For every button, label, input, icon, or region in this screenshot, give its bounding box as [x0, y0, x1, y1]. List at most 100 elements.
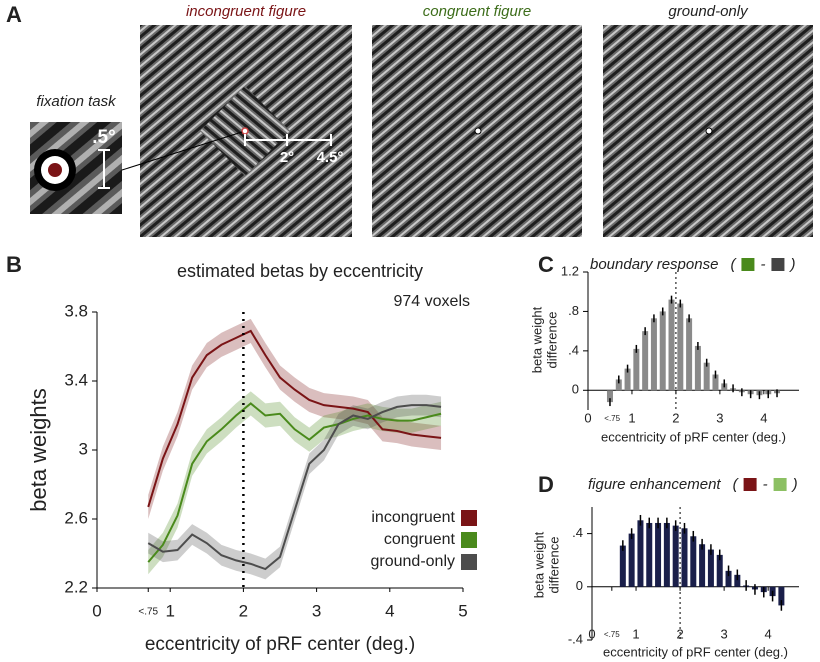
y-tick-label: .4 — [572, 525, 583, 540]
annotation: 974 voxels — [394, 293, 471, 310]
y-tick-label: 1.2 — [561, 263, 579, 278]
x-tick-label: 4 — [760, 410, 767, 425]
x-tick-label: 0 — [588, 626, 595, 641]
y-tick-label: .4 — [568, 342, 579, 357]
bar — [681, 528, 688, 587]
x-tick-label: 3 — [312, 601, 321, 620]
x-tick-label: <.75 — [604, 414, 620, 423]
bar — [655, 522, 662, 587]
legend-label: congruent — [384, 531, 456, 548]
bar — [646, 522, 653, 587]
x-axis-label: eccentricity of pRF center (deg.) — [601, 429, 786, 444]
y-tick-label: 0 — [572, 382, 579, 397]
y-axis-label: difference — [544, 312, 559, 369]
legend-swatch — [461, 554, 477, 570]
y-axis-label: beta weight — [531, 531, 546, 598]
bar — [703, 362, 710, 391]
formula-symbol: ) — [791, 476, 798, 493]
size-bracket — [98, 149, 110, 189]
panel-label: A — [6, 2, 22, 27]
panel-label: C — [538, 252, 554, 277]
bar — [668, 299, 675, 391]
bar — [624, 368, 631, 391]
fixation-dot — [241, 127, 249, 135]
bar — [690, 536, 697, 587]
bar — [642, 331, 649, 391]
formula-symbol: ( — [733, 476, 740, 493]
fixation-size: .5° — [92, 127, 115, 148]
line — [147, 402, 442, 563]
x-axis-label: eccentricity of pRF center (deg.) — [145, 634, 415, 655]
fixation-dot — [705, 127, 713, 135]
formula-symbol: ( — [730, 256, 737, 273]
x-tick-label: 1 — [628, 410, 635, 425]
formula-symbol: - — [763, 476, 768, 493]
x-tick-label: 1 — [632, 626, 639, 641]
x-tick-label: 2 — [672, 410, 679, 425]
formula-symbol: - — [760, 256, 765, 273]
panel-label: B — [6, 252, 22, 277]
bar — [659, 311, 666, 391]
fixation-center — [48, 163, 62, 177]
y-tick-label: 0 — [576, 578, 583, 593]
y-tick-label: 2.2 — [64, 577, 88, 596]
chart-title: estimated betas by eccentricity — [177, 261, 423, 281]
panel-label: D — [538, 472, 554, 497]
formula-swatch — [771, 258, 785, 271]
x-tick-label: <.75 — [138, 607, 158, 618]
fixation-dot — [474, 127, 482, 135]
bar — [694, 345, 701, 391]
y-tick-label: 3.8 — [64, 301, 88, 320]
y-axis-label: beta weight — [529, 306, 544, 373]
scale-label: 4.5° — [317, 149, 344, 166]
formula-swatch — [743, 478, 757, 491]
error-band — [148, 391, 442, 575]
bar — [663, 522, 670, 587]
scale-label: 2° — [280, 149, 294, 166]
fixation-label: fixation task — [36, 93, 117, 110]
bar — [628, 533, 635, 587]
scale-bar — [244, 134, 332, 146]
bar — [650, 318, 657, 391]
x-tick-label: <.75 — [604, 630, 620, 639]
x-tick-label: 4 — [385, 601, 394, 620]
line — [147, 329, 442, 508]
x-tick-label: 0 — [92, 601, 101, 620]
x-tick-label: 5 — [458, 601, 467, 620]
bar — [672, 525, 679, 587]
bar — [699, 544, 706, 587]
formula-swatch — [741, 258, 755, 271]
x-tick-label: 1 — [165, 601, 174, 620]
x-tick-label: 4 — [765, 626, 772, 641]
y-tick-label: -.4 — [568, 631, 583, 646]
bar — [637, 520, 644, 587]
bar — [707, 549, 714, 587]
bar — [606, 390, 613, 403]
x-tick-label: 0 — [584, 410, 591, 425]
formula-swatch — [773, 478, 787, 491]
stimulus-title: congruent figure — [423, 3, 531, 20]
legend-label: ground-only — [371, 553, 456, 570]
bar — [677, 303, 684, 391]
stimulus-title: incongruent figure — [186, 3, 306, 20]
stimulus-title: ground-only — [668, 3, 749, 20]
x-axis-label: eccentricity of pRF center (deg.) — [603, 644, 788, 659]
y-tick-label: 3 — [79, 439, 88, 458]
error-band — [148, 394, 442, 580]
y-axis-label: beta weights — [26, 388, 51, 512]
bar — [619, 545, 626, 587]
y-axis-label: difference — [546, 537, 561, 594]
bar — [725, 570, 732, 587]
chart-title: boundary response — [590, 256, 718, 273]
x-tick-label: 3 — [716, 410, 723, 425]
legend-label: incongruent — [371, 509, 455, 526]
y-tick-label: 2.6 — [64, 508, 88, 527]
x-tick-label: 3 — [721, 626, 728, 641]
bar — [712, 374, 719, 391]
bar — [778, 586, 785, 606]
connector — [121, 131, 243, 171]
bar — [686, 318, 693, 391]
bar — [633, 348, 640, 391]
chart-title: figure enhancement — [588, 476, 721, 493]
